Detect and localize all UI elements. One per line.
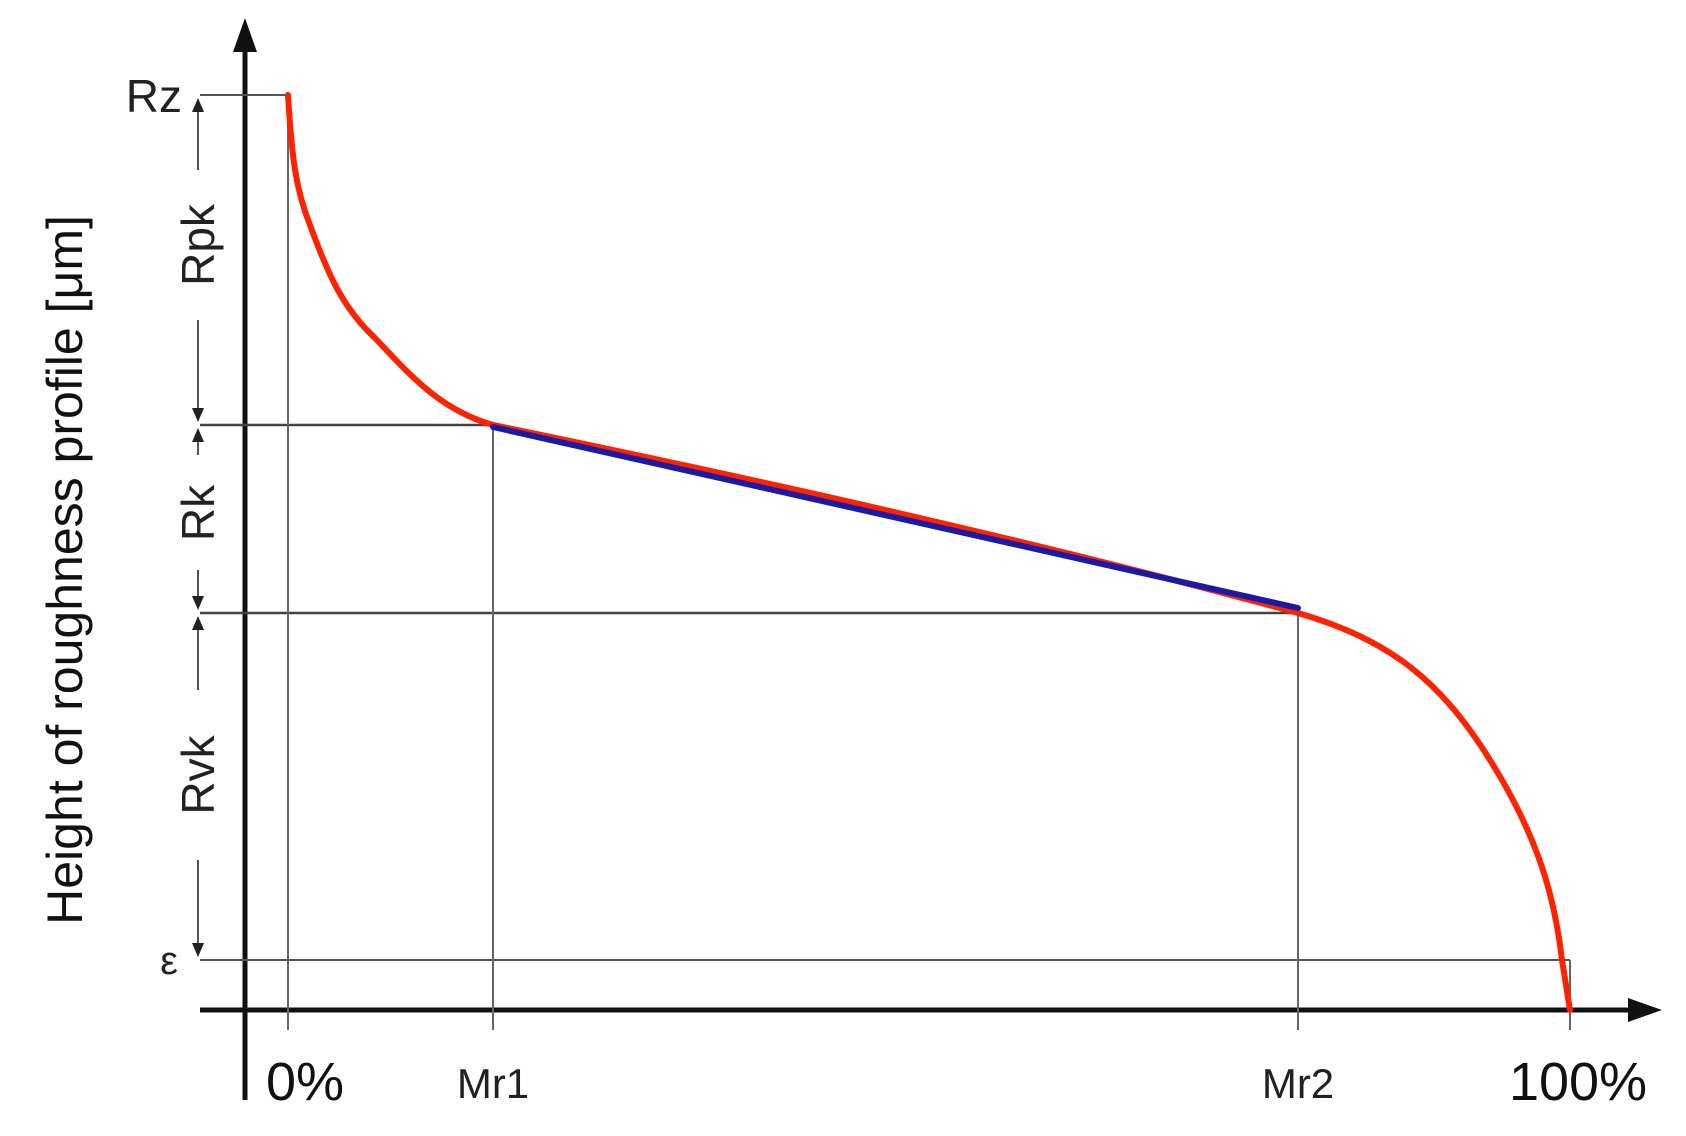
x-axis-arrowhead: [1628, 998, 1662, 1022]
mr2-label: Mr2: [1262, 1060, 1334, 1107]
zero-percent-label: 0%: [266, 1052, 344, 1112]
mr1-label: Mr1: [457, 1060, 529, 1107]
hundred-percent-label: 100%: [1509, 1052, 1647, 1112]
y-axis-label: Height of roughness profile [μm]: [37, 215, 93, 925]
tangent-line: [490, 424, 1301, 611]
rvk-label: Rvk: [172, 734, 224, 814]
rk-label: Rk: [172, 484, 224, 541]
epsilon-marker-label: ε: [160, 939, 178, 983]
rz-marker-label: Rz: [126, 70, 182, 122]
rpk-label: Rpk: [172, 203, 224, 286]
material-ratio-curve: [285, 92, 1573, 1013]
dimension-arrowheads: [192, 98, 204, 957]
y-axis-arrowhead: [233, 18, 257, 52]
